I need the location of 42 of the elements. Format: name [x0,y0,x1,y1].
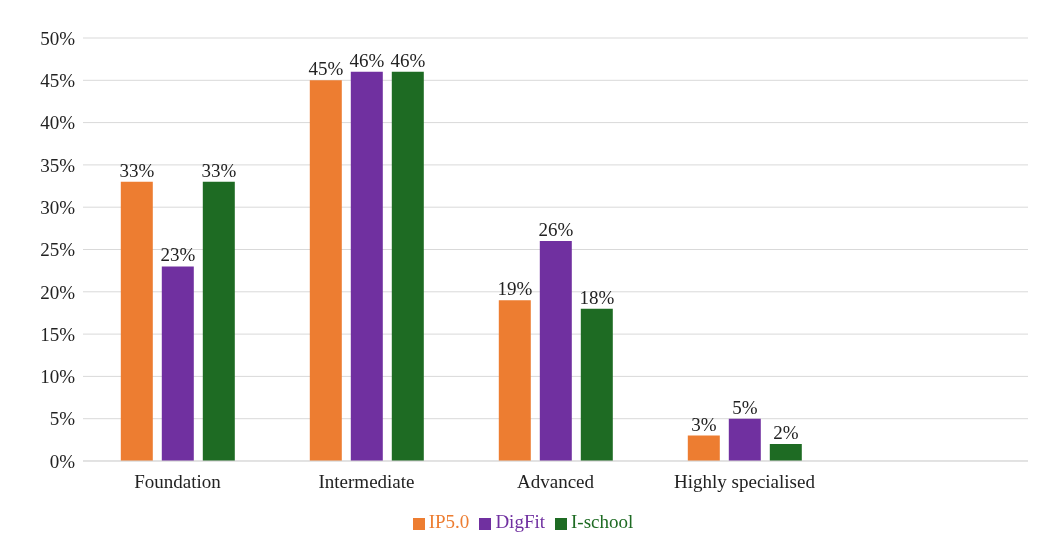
y-tick-label: 5% [49,408,76,430]
bar [580,308,613,461]
bar [120,181,153,461]
y-tick-label: 10% [40,366,76,388]
data-label: 5% [732,396,758,418]
bar [161,266,194,461]
legend-label: DigFit [495,511,545,532]
data-label: 45% [308,58,344,80]
bar [350,71,383,461]
y-tick-label: 25% [40,239,76,261]
legend-label: IP5.0 [428,511,470,532]
data-label: 18% [579,286,615,308]
bar [498,300,531,461]
bar [728,418,761,461]
x-tick-label: Highly specialised [674,471,816,493]
x-tick-label: Intermediate [318,471,415,493]
y-tick-label: 20% [40,281,76,303]
x-tick-label: Advanced [516,471,595,493]
bar [769,444,802,461]
bar [391,71,424,461]
y-tick-label: 40% [40,112,76,134]
bar [309,80,342,461]
y-tick-label: 0% [49,450,76,472]
y-tick-label: 45% [40,70,76,92]
data-label: 33% [119,159,155,181]
data-label: 2% [773,422,799,444]
data-label: 3% [691,413,717,435]
data-label: 23% [160,244,196,266]
bar [539,241,572,461]
y-tick-label: 30% [40,196,76,218]
y-tick-label: 50% [40,27,76,49]
y-tick-label: 35% [40,154,76,176]
y-tick-label: 15% [40,323,76,345]
x-tick-label: Foundation [134,471,222,493]
data-label: 19% [497,278,533,300]
bar [202,181,235,461]
data-label: 46% [390,49,426,71]
bar [687,435,720,461]
data-label: 33% [201,159,237,181]
data-label: 46% [349,49,385,71]
data-label: 26% [538,219,574,241]
legend-label: I-school [571,511,634,532]
